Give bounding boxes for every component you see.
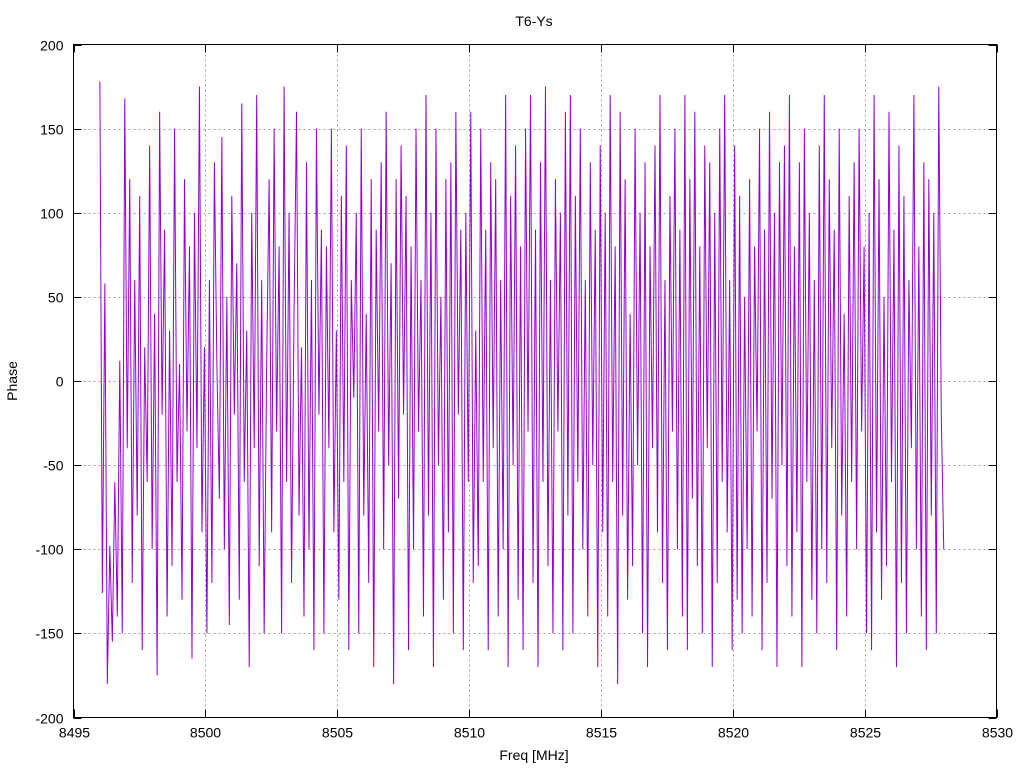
x-tick-label: 8500 — [190, 725, 221, 741]
x-tick-label: 8530 — [982, 725, 1013, 741]
y-tick-label: -100 — [35, 542, 63, 558]
x-tick-labels: 8495 8500 8505 8510 8515 8520 8525 8530 — [59, 725, 1013, 741]
y-tick-label: -150 — [35, 626, 63, 642]
y-tick-label: 200 — [40, 38, 64, 54]
y-tick-label: 100 — [40, 206, 64, 222]
y-tick-label: 50 — [48, 290, 64, 306]
series-group — [99, 81, 945, 684]
phase-series-line — [99, 81, 945, 684]
x-tick-label: 8510 — [454, 725, 485, 741]
y-tick-label: 0 — [56, 374, 64, 390]
x-tick-label: 8505 — [322, 725, 353, 741]
x-tick-label: 8525 — [850, 725, 881, 741]
y-tick-labels: -200 -150 -100 -50 0 50 100 150 200 — [35, 38, 63, 727]
y-axis-label: Phase — [4, 361, 20, 401]
y-tick-label: -50 — [43, 458, 63, 474]
x-tick-label: 8515 — [586, 725, 617, 741]
y-tick-label: -200 — [35, 711, 63, 727]
axis-ticks — [73, 44, 998, 719]
x-axis-label: Freq [MHz] — [499, 747, 568, 763]
x-tick-label: 8520 — [718, 725, 749, 741]
chart-title: T6-Ys — [515, 13, 552, 29]
x-tick-label: 8495 — [59, 725, 90, 741]
y-tick-label: 150 — [40, 122, 64, 138]
